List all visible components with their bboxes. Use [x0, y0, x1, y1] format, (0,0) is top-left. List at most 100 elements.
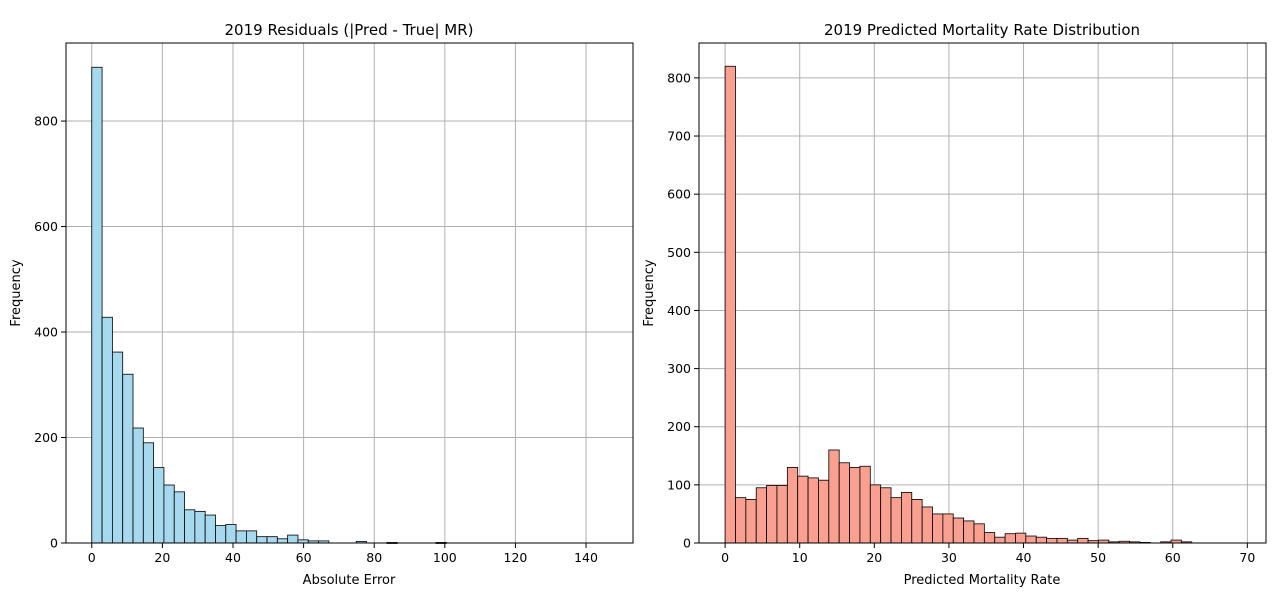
x-tick-label: 80 — [366, 550, 382, 565]
residuals-histogram: 2019 Residuals (|Pred - True| MR) Absolu… — [9, 21, 634, 588]
histogram-bar — [1077, 537, 1089, 544]
histogram-bar — [952, 517, 965, 544]
histogram-bar — [921, 506, 933, 544]
histogram-bar — [932, 513, 944, 544]
histogram-bar — [204, 514, 216, 544]
histogram-bar — [786, 467, 799, 544]
histogram-bar — [173, 491, 185, 544]
y-tick-label: 800 — [667, 70, 691, 85]
histogram-bar — [225, 524, 237, 544]
x-tick-label: 0 — [88, 550, 96, 565]
axes: 0 20 40 60 80 100 120 140 0 200 400 600 800 — [34, 42, 634, 565]
histogram-bar — [256, 536, 268, 544]
bars — [91, 66, 447, 544]
y-tick-label: 200 — [34, 430, 58, 445]
grid — [66, 43, 633, 544]
x-tick-label: 70 — [1239, 550, 1255, 565]
histogram-bar — [901, 492, 913, 544]
x-tick-label: 100 — [433, 550, 457, 565]
y-tick-label: 800 — [34, 114, 58, 129]
y-tick-label: 600 — [667, 187, 691, 202]
histogram-bar — [122, 373, 134, 544]
histogram-bar — [287, 534, 299, 544]
histogram-bar — [942, 513, 954, 544]
x-tick-label: 140 — [574, 550, 598, 565]
x-tick-label: 120 — [504, 550, 528, 565]
y-tick-label: 500 — [667, 245, 691, 260]
x-tick-label: 60 — [1165, 550, 1181, 565]
x-tick-label: 20 — [866, 550, 882, 565]
histogram-bar — [911, 498, 923, 544]
histogram-bar — [111, 351, 124, 544]
histogram-bar — [235, 530, 247, 544]
plot-frame — [65, 42, 634, 544]
histogram-bar — [880, 487, 892, 544]
histogram-bar — [869, 484, 882, 544]
chart-title: 2019 Predicted Mortality Rate Distributi… — [824, 21, 1140, 39]
histogram-bar — [973, 523, 985, 544]
y-tick-label: 0 — [683, 536, 691, 551]
histogram-bar — [849, 467, 861, 544]
histogram-bar — [276, 538, 289, 544]
x-tick-label: 0 — [721, 550, 729, 565]
y-tick-label: 700 — [667, 129, 691, 144]
x-tick-label: 10 — [792, 550, 808, 565]
histogram-bar — [963, 520, 975, 544]
histogram-bar — [246, 530, 258, 544]
y-tick-label: 400 — [34, 325, 58, 340]
histogram-bar — [766, 485, 778, 544]
chart-title: 2019 Residuals (|Pred - True| MR) — [225, 21, 474, 39]
histogram-bar — [1004, 533, 1016, 544]
histogram-bar — [755, 487, 767, 544]
histogram-bar — [818, 479, 830, 544]
histogram-bar — [1025, 535, 1037, 544]
histogram-bar — [194, 510, 206, 544]
y-tick-label: 200 — [667, 419, 691, 434]
histogram-bar — [142, 442, 155, 544]
histogram-bar — [266, 536, 278, 544]
histogram-bar — [859, 465, 871, 544]
histogram-bar — [1035, 536, 1047, 544]
mortality-rate-histogram: 2019 Predicted Mortality Rate Distributi… — [642, 21, 1267, 588]
x-tick-label: 30 — [941, 550, 957, 565]
y-tick-label: 400 — [667, 303, 691, 318]
y-tick-label: 0 — [50, 536, 58, 551]
histogram-bar — [101, 316, 113, 544]
x-axis-label: Predicted Mortality Rate — [904, 573, 1061, 588]
histogram-bar — [994, 536, 1006, 544]
histogram-bar — [91, 66, 103, 544]
histogram-bar — [797, 475, 809, 544]
y-tick-label: 100 — [667, 477, 691, 492]
histogram-bar — [838, 462, 850, 544]
histogram-bar — [776, 485, 788, 544]
histogram-bar — [215, 525, 227, 544]
x-tick-label: 50 — [1090, 550, 1106, 565]
x-tick-label: 60 — [296, 550, 312, 565]
histogram-bar — [724, 65, 736, 544]
x-axis-label: Absolute Error — [303, 573, 396, 588]
y-axis-label: Frequency — [642, 259, 657, 326]
histogram-bar — [1015, 532, 1027, 544]
histogram-bar — [132, 427, 144, 544]
y-axis-label: Frequency — [9, 259, 24, 326]
y-tick-label: 300 — [667, 361, 691, 376]
histogram-bar — [735, 497, 747, 544]
grid — [699, 43, 1266, 544]
y-tick-label: 600 — [34, 219, 58, 234]
histogram-bar — [1056, 537, 1068, 544]
x-tick-label: 40 — [225, 550, 241, 565]
histogram-bar — [153, 467, 165, 544]
histogram-bar — [983, 532, 996, 544]
histogram-bar — [184, 509, 196, 544]
histogram-bar — [1046, 537, 1058, 544]
histogram-bar — [163, 484, 175, 544]
histogram-bar — [807, 477, 819, 544]
x-tick-label: 40 — [1016, 550, 1032, 565]
x-tick-label: 20 — [154, 550, 170, 565]
histogram-bar — [745, 498, 757, 544]
plot-frame — [698, 42, 1267, 544]
bars — [724, 65, 1193, 544]
histogram-bar — [828, 449, 840, 544]
